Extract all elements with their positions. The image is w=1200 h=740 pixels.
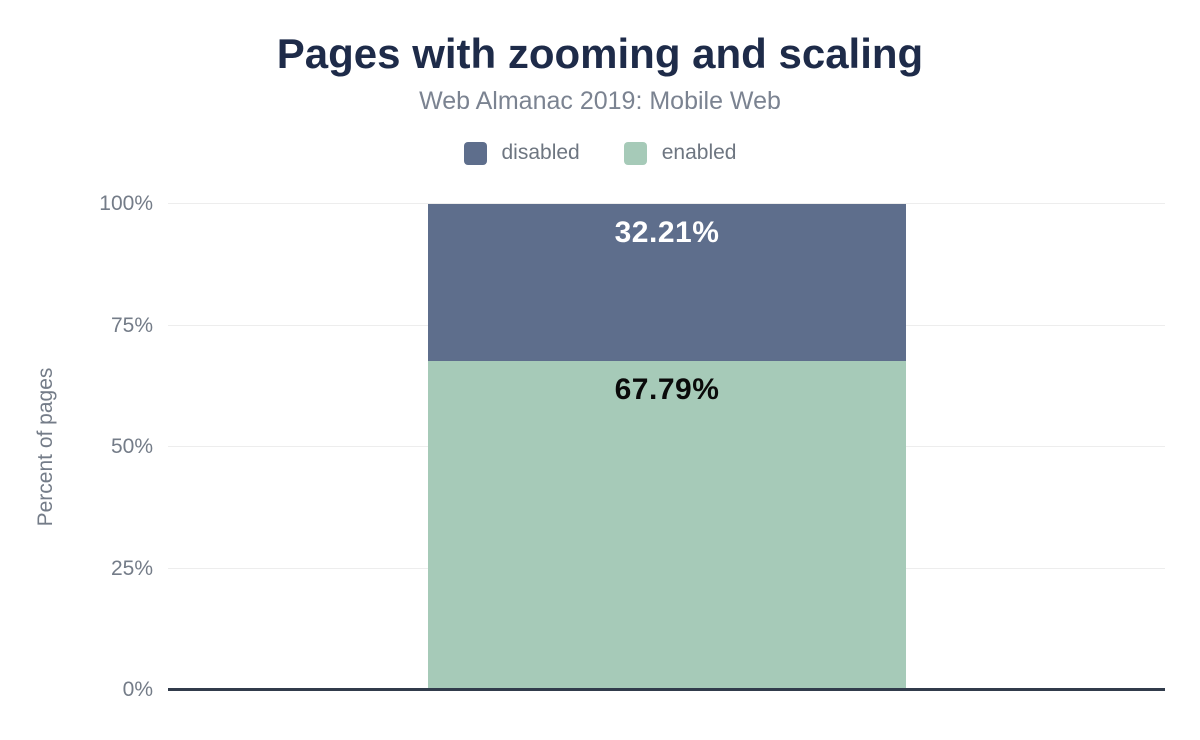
y-tick-label: 50% [110,435,153,458]
bar-segment-disabled[interactable]: 32.21% [428,204,906,361]
y-axis-title: Percent of pages [34,367,57,527]
legend-item-disabled: disabled [463,141,580,165]
bar-segment-enabled[interactable]: 67.79% [428,360,906,690]
chart-title: Pages with zooming and scaling [276,30,924,77]
legend-swatch-disabled [463,141,487,165]
bar-segment-value-label: 67.79% [614,372,720,406]
legend-label-disabled: disabled [501,141,580,164]
y-tick-label: 100% [99,192,153,215]
legend: disabled enabled [0,141,1200,165]
legend-label-enabled: enabled [661,141,737,164]
chart-subtitle: Web Almanac 2019: Mobile Web [419,87,781,115]
legend-item-enabled: enabled [623,141,737,165]
stacked-bar: 32.21% 67.79% [428,204,906,690]
gridline [168,203,1165,204]
y-tick-label: 25% [110,556,153,580]
x-axis-baseline [168,688,1165,691]
legend-swatch-enabled [623,141,647,165]
plot-area: 32.21% 67.79% 0% 25% 50% 75% 100% [99,192,1165,701]
y-tick-label: 75% [110,313,153,337]
y-tick-label: 0% [122,678,153,701]
bar-segment-value-label: 32.21% [614,216,720,249]
